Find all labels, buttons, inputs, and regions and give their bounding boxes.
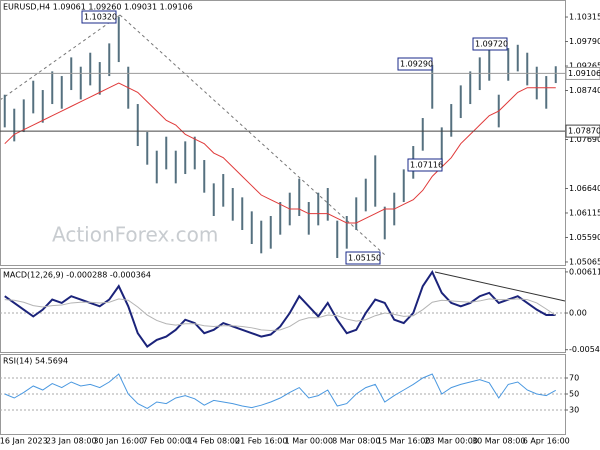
indicator-line [4,298,557,331]
x-tick-label: 6 Apr 16:00 [523,437,570,446]
annotation: 1.09720 [475,40,508,49]
x-tick-label: 21 Feb 16:00 [235,437,287,446]
panel-title: MACD(12,26,9) -0.000288 -0.000364 [3,271,151,280]
annotation: 1.10320 [84,13,117,22]
y-tick-label: 1.06640 [569,184,600,193]
y-tick-label: 70 [569,374,579,383]
y-tick-label: 1.06115 [569,208,600,217]
x-tick-label: 1 Mar 00:00 [285,437,333,446]
y-tick-label: 1.05590 [569,233,600,242]
y-tick-label: -0.005458 [569,345,600,354]
x-tick-label: 23 Jan 08:00 [46,437,97,446]
annotation-box [397,57,433,71]
y-tick-label: 1.09265 [569,62,600,71]
x-tick-label: 16 Jan 2023 [0,437,48,446]
y-tick-label: 0.00 [569,309,587,318]
level-label: 1.07870 [568,127,600,136]
x-tick-label: 8 Mar 08:00 [332,437,380,446]
y-tick-label: 1.08740 [569,86,600,95]
y-tick-label: 0.006118 [569,267,600,276]
panel-border [0,268,566,353]
x-tick-label: 30 Mar 08:00 [472,437,525,446]
watermark: ActionForex.com [52,223,218,247]
trend-line [0,14,121,101]
annotation: 1.09290 [400,60,433,69]
annotation-box [472,37,508,51]
indicator-line [4,373,556,409]
y-tick-label: 1.05065 [569,257,600,266]
trend-line [434,271,566,302]
level-label: 1.09106 [568,69,600,78]
level-box [565,66,600,80]
y-tick-label: 1.09790 [569,37,600,46]
level-box [565,124,600,138]
x-tick-label: 23 Mar 00:00 [425,437,478,446]
y-tick-label: 30 [569,406,579,415]
annotation: 1.05150 [348,254,381,263]
annotation-box [81,10,117,24]
x-tick-label: 15 Mar 16:00 [377,437,430,446]
panel-title: RSI(14) 54.5694 [3,357,68,366]
x-tick-label: 14 Feb 08:00 [188,437,240,446]
panel-title: EURUSD,H4 1.09061 1.09260 1.09031 1.0910… [3,3,193,12]
y-tick-label: 1.07690 [569,135,600,144]
annotation-box [345,251,381,265]
y-tick-label: 50 [569,390,579,399]
annotation-box [407,158,443,172]
annotation: 1.07116 [410,161,443,170]
y-tick-label: 1.10315 [569,13,600,22]
indicator-line [4,269,556,349]
moving-average [4,82,556,224]
x-tick-label: 7 Feb 00:00 [143,437,190,446]
x-tick-label: 30 Jan 16:00 [93,437,144,446]
